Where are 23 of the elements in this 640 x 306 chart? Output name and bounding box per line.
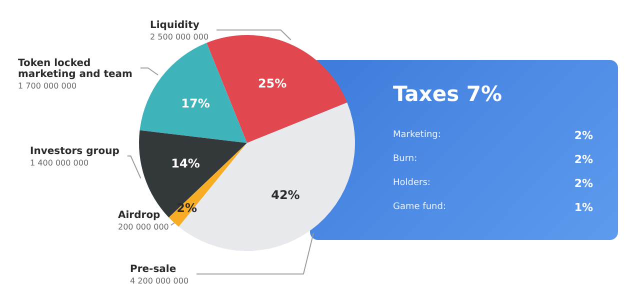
- data-label: 14%: [171, 156, 200, 170]
- text: 2%: [574, 177, 593, 190]
- text: Game fund:: [393, 202, 446, 212]
- text: 2 500 000 000: [150, 32, 209, 42]
- data-label: 17%: [181, 96, 210, 111]
- data-label: 42%: [271, 188, 300, 202]
- slice-label: Airdrop: [118, 210, 160, 221]
- text: 1 400 000 000: [30, 158, 89, 168]
- data-label: 25%: [258, 76, 287, 90]
- text: 1%: [574, 201, 593, 214]
- slice-label: Pre-sale: [130, 264, 176, 275]
- text: 4 200 000 000: [130, 276, 189, 286]
- slice-label: Investors group: [30, 146, 120, 157]
- text: 1 700 000 000: [18, 82, 77, 90]
- slice-label: Liquidity: [150, 20, 200, 31]
- text: 2%: [574, 129, 593, 142]
- text: Burn:: [393, 154, 418, 164]
- text: Taxes 7%: [393, 82, 502, 106]
- slice-label: Token locked marketing and team: [18, 58, 132, 80]
- text: 200 000 000: [118, 222, 169, 232]
- text: 2%: [574, 153, 593, 166]
- text: Holders:: [393, 178, 430, 188]
- text: Marketing:: [393, 130, 441, 140]
